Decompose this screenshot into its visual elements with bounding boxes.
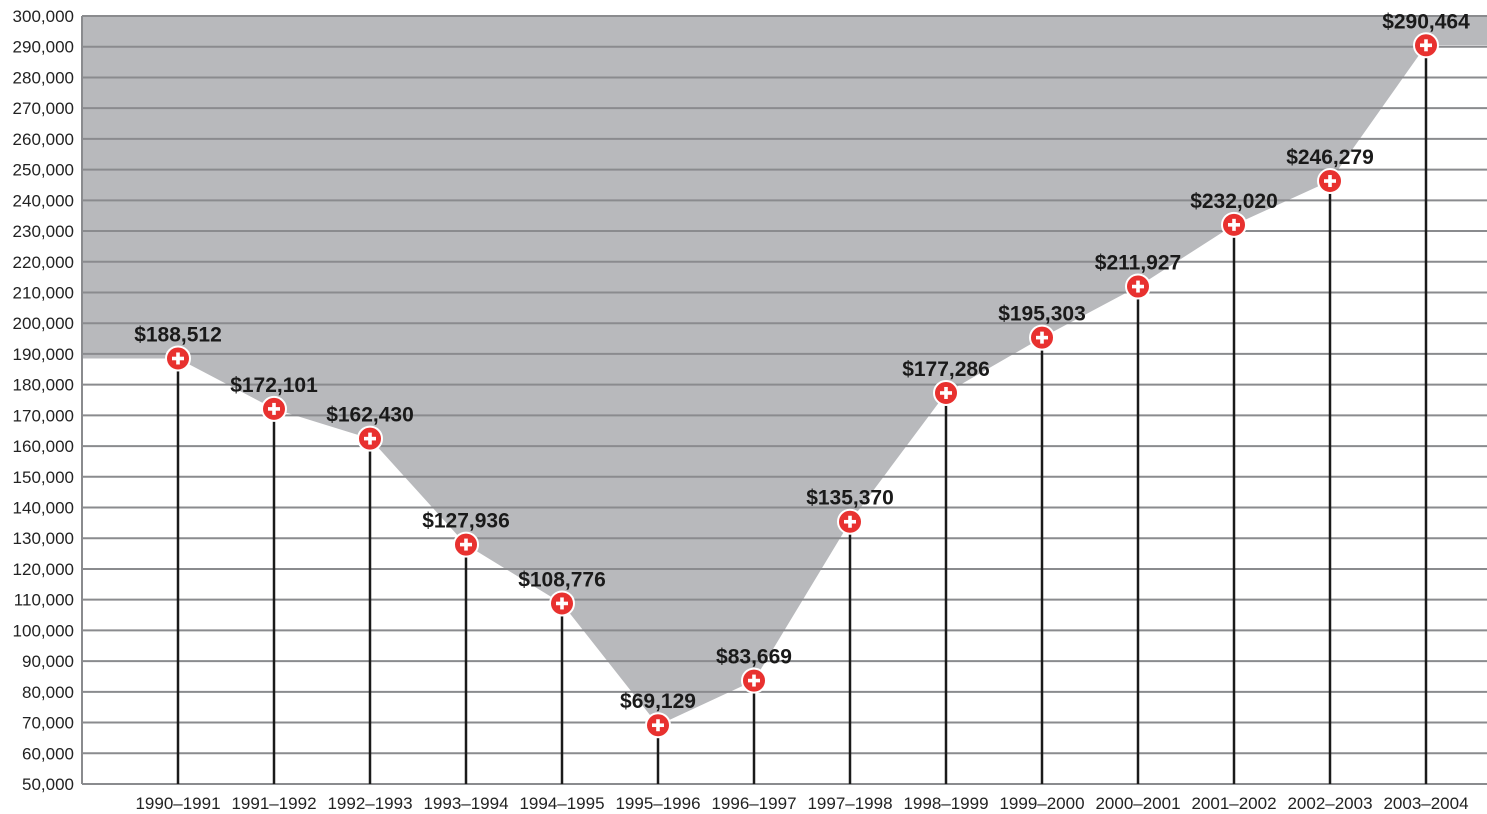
point-marker [645,712,671,739]
data-label: $290,464 [1382,10,1470,33]
plus-icon [464,538,468,551]
data-label: $127,936 [422,510,510,533]
x-tick-label: 1990–1991 [135,794,220,813]
y-tick-label: 290,000 [13,38,74,57]
y-tick-label: 150,000 [13,468,74,487]
y-tick-label: 260,000 [13,130,74,149]
point-marker [1029,324,1055,351]
point-marker [741,667,767,694]
x-tick-label: 1996–1997 [711,794,796,813]
y-tick-label: 70,000 [22,714,74,733]
data-label: $83,669 [716,646,792,669]
point-marker [1125,273,1151,300]
data-label: $211,927 [1095,252,1181,275]
plus-icon [1424,39,1428,52]
y-tick-label: 140,000 [13,499,74,518]
point-marker [837,508,863,535]
data-label: $246,279 [1286,146,1374,169]
y-tick-label: 90,000 [22,652,74,671]
y-tick-label: 210,000 [13,283,74,302]
y-tick-label: 180,000 [13,376,74,395]
stems [176,45,1428,784]
point-marker [933,379,959,406]
x-axis: 1990–1991 1991–1992 1992–1993 1993–1994 1994… [135,794,1468,813]
x-tick-label: 1995–1996 [615,794,700,813]
plus-icon [560,597,564,610]
y-tick-label: 170,000 [13,406,74,425]
data-label: $172,101 [230,374,318,397]
point-marker [1413,32,1439,59]
point-marker [165,345,191,372]
x-tick-label: 1998–1999 [903,794,988,813]
point-marker [1221,211,1247,238]
data-label: $108,776 [518,568,606,591]
y-tick-label: 200,000 [13,314,74,333]
y-tick-label: 280,000 [13,68,74,87]
point-marker [453,531,479,558]
y-tick-label: 190,000 [13,345,74,364]
y-tick-label: 300,000 [13,7,74,26]
data-label: $195,303 [998,303,1086,326]
y-tick-label: 80,000 [22,683,74,702]
x-tick-label: 1994–1995 [519,794,604,813]
x-tick-label: 2003–2004 [1383,794,1468,813]
plus-icon [1232,218,1236,231]
y-tick-label: 270,000 [13,99,74,118]
plus-icon [1040,331,1044,344]
point-marker [261,395,287,422]
plus-icon [752,674,756,687]
plus-icon [368,432,372,445]
y-tick-label: 50,000 [22,775,74,794]
data-labels: $188,512 $172,101 $162,430 $127,936 $108,776… [134,10,1470,713]
x-tick-label: 1997–1998 [807,794,892,813]
data-label: $188,512 [134,323,222,346]
y-tick-label: 250,000 [13,161,74,180]
y-tick-label: 100,000 [13,621,74,640]
data-label: $162,430 [326,404,414,427]
plus-icon [1328,175,1332,188]
x-tick-label: 1991–1992 [231,794,316,813]
data-label: $177,286 [902,358,990,381]
x-tick-label: 1999–2000 [999,794,1084,813]
plus-icon [176,352,180,365]
y-tick-label: 240,000 [13,191,74,210]
y-axis: 50,000 60,000 70,000 80,000 90,000 100,000 110… [13,7,74,794]
data-label: $135,370 [806,487,894,510]
plus-icon [944,386,948,399]
x-tick-label: 1993–1994 [423,794,508,813]
y-tick-label: 160,000 [13,437,74,456]
y-tick-label: 120,000 [13,560,74,579]
x-tick-label: 2001–2002 [1191,794,1276,813]
y-tick-label: 220,000 [13,253,74,272]
y-tick-label: 130,000 [13,529,74,548]
plus-icon [848,515,852,528]
plus-icon [656,719,660,732]
y-tick-label: 110,000 [14,591,74,610]
x-tick-label: 1992–1993 [327,794,412,813]
data-label: $69,129 [620,690,696,713]
y-tick-label: 230,000 [13,222,74,241]
point-marker [549,590,575,617]
point-marker [1317,168,1343,195]
markers [165,32,1439,739]
plus-icon [272,402,276,415]
plus-icon [1136,280,1140,293]
data-label: $232,020 [1190,190,1278,213]
gridlines [81,15,1487,785]
x-tick-label: 2000–2001 [1095,794,1180,813]
y-tick-label: 60,000 [22,744,74,763]
plot-area [82,16,1487,784]
x-tick-label: 2002–2003 [1287,794,1372,813]
point-marker [357,425,383,452]
